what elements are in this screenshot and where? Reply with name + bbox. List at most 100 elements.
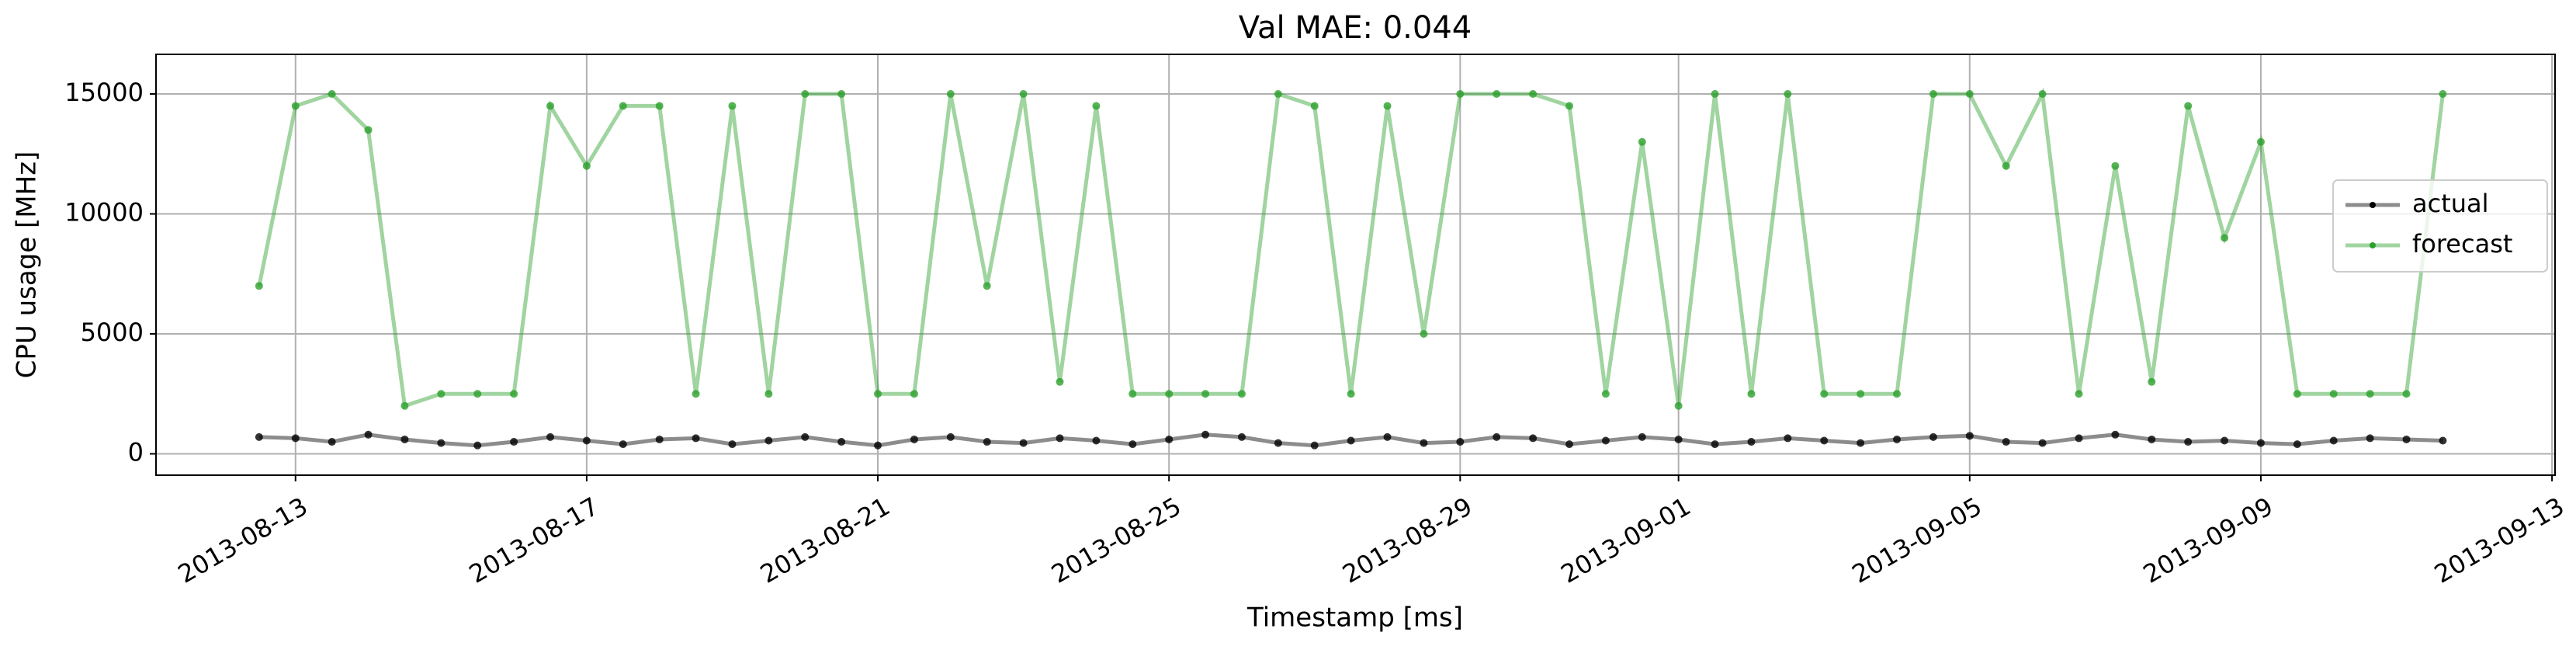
data-point — [2002, 438, 2010, 446]
data-point — [1529, 434, 1538, 443]
data-point — [728, 102, 737, 110]
data-point — [1565, 102, 1573, 110]
data-point — [655, 435, 664, 443]
data-point — [1820, 390, 1829, 398]
data-point — [2038, 439, 2047, 447]
data-point — [2075, 434, 2083, 443]
data-point — [400, 401, 409, 410]
data-point — [510, 390, 518, 398]
data-point — [1056, 377, 1064, 386]
data-point — [1857, 390, 1865, 398]
data-point — [437, 439, 446, 447]
data-point — [1420, 329, 1428, 338]
data-point — [1965, 432, 1974, 440]
data-point — [1456, 89, 1465, 98]
data-point — [473, 441, 482, 450]
data-point — [2148, 435, 2156, 443]
data-point — [364, 430, 373, 439]
data-point — [1274, 89, 1282, 98]
data-point — [2184, 438, 2193, 446]
data-point — [983, 438, 991, 446]
data-point — [473, 390, 482, 398]
data-point — [1201, 430, 1210, 439]
data-point — [655, 102, 664, 110]
data-point — [1165, 435, 1174, 443]
data-point — [1747, 390, 1756, 398]
data-point — [255, 282, 263, 290]
data-point — [1529, 89, 1538, 98]
data-point — [2366, 434, 2374, 443]
data-point — [1237, 432, 1246, 441]
data-point — [983, 282, 991, 290]
data-point — [328, 438, 336, 446]
data-point — [946, 432, 955, 441]
axes-frame — [155, 54, 2556, 476]
data-point — [1493, 89, 1501, 98]
data-point — [1165, 390, 1174, 398]
data-point — [1019, 89, 1028, 98]
data-point — [1237, 390, 1246, 398]
data-point — [1747, 438, 1756, 446]
data-point — [1420, 439, 1428, 447]
data-point — [1310, 441, 1319, 450]
data-point — [1711, 440, 1719, 449]
y-axis-label: CPU usage [MHz] — [12, 151, 43, 379]
data-point — [1857, 439, 1865, 447]
data-point — [1274, 439, 1282, 447]
data-point — [619, 440, 627, 449]
y-tick-label: 15000 — [64, 78, 144, 107]
data-point — [2402, 435, 2411, 443]
data-point — [1965, 89, 1974, 98]
data-point — [2439, 436, 2447, 445]
data-point — [619, 102, 627, 110]
data-point — [1638, 432, 1646, 441]
data-point — [1201, 390, 1210, 398]
data-point — [801, 89, 810, 98]
data-point — [1383, 432, 1392, 441]
data-point — [946, 89, 955, 98]
data-point — [2402, 390, 2411, 398]
data-point — [764, 390, 773, 398]
data-point — [837, 438, 846, 446]
data-point — [2439, 89, 2447, 98]
data-point — [692, 434, 700, 443]
data-point — [2293, 390, 2301, 398]
data-point — [1893, 435, 1902, 443]
data-point — [1383, 102, 1392, 110]
chart-title: Val MAE: 0.044 — [1239, 10, 1472, 46]
data-point — [1711, 89, 1719, 98]
data-point — [2366, 390, 2374, 398]
data-point — [801, 432, 810, 441]
data-point — [2111, 162, 2120, 170]
legend-marker — [2370, 242, 2376, 248]
data-point — [2184, 102, 2193, 110]
data-point — [1347, 390, 1355, 398]
data-point — [764, 436, 773, 445]
data-point — [328, 89, 336, 98]
data-point — [1601, 390, 1610, 398]
data-point — [1092, 102, 1101, 110]
data-point — [1019, 439, 1028, 447]
data-point — [1493, 432, 1501, 441]
data-point — [2038, 89, 2047, 98]
data-point — [1929, 432, 1937, 441]
data-point — [364, 126, 373, 134]
data-point — [2148, 377, 2156, 386]
data-point — [546, 432, 555, 441]
data-point — [910, 390, 918, 398]
x-axis-label: Timestamp [ms] — [1246, 603, 1463, 634]
data-point — [1674, 435, 1683, 443]
data-point — [2221, 436, 2229, 445]
data-point — [2329, 390, 2338, 398]
data-point — [692, 390, 700, 398]
data-point — [1638, 137, 1646, 146]
data-point — [1565, 440, 1573, 449]
data-point — [582, 436, 591, 445]
data-point — [2111, 430, 2120, 439]
data-point — [582, 162, 591, 170]
legend-label: forecast — [2412, 229, 2512, 259]
y-tick-label: 10000 — [64, 197, 144, 227]
data-point — [2075, 390, 2083, 398]
